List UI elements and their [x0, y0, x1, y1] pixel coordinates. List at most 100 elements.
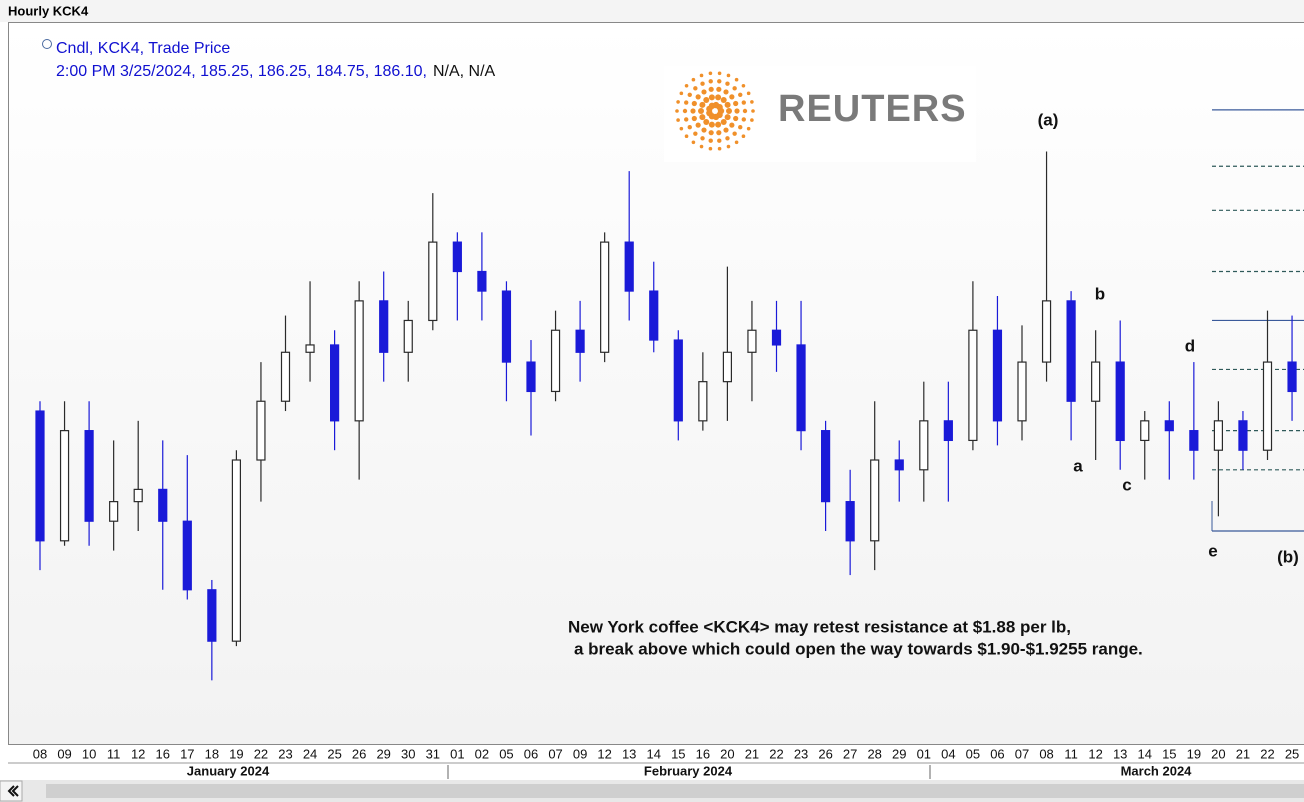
wave-label: a: [1073, 456, 1083, 475]
candle-body: [1213, 420, 1224, 451]
logo-dot: [691, 100, 697, 107]
candle-body: [231, 459, 241, 642]
logo-dot: [717, 79, 722, 84]
x-tick-label: 26: [818, 746, 832, 761]
logo-dot: [684, 100, 689, 105]
logo-dot: [684, 134, 689, 138]
candle-body: [600, 241, 610, 353]
legend-title: Cndl, KCK4, Trade Price: [56, 40, 230, 57]
wave-label: (b): [1277, 547, 1299, 566]
scroll-thumb[interactable]: [46, 784, 1304, 798]
logo-dot: [708, 79, 713, 84]
logo-dot: [725, 136, 730, 141]
x-tick-label: 19: [1187, 746, 1201, 761]
candle-body: [1091, 361, 1101, 402]
logo-dot: [725, 81, 730, 86]
candle-body: [84, 430, 94, 522]
logo-dot: [729, 122, 735, 128]
x-tick-label: 15: [671, 746, 685, 761]
logo-dot: [700, 136, 705, 141]
logo-mark: [675, 71, 755, 151]
caption: a break above which could open the way t…: [574, 639, 1143, 658]
logo-dot: [715, 121, 722, 128]
logo-dot: [708, 71, 713, 76]
logo-dot: [699, 114, 706, 121]
x-tick-label: 09: [57, 746, 71, 761]
candle-body: [109, 501, 119, 522]
logo-dot: [717, 138, 722, 143]
logo-dot: [699, 101, 706, 108]
logo-dot: [733, 115, 739, 122]
logo-dot: [741, 100, 746, 105]
scroll-left-button[interactable]: [0, 780, 23, 802]
x-tick-label: 31: [426, 746, 440, 761]
candle-body: [1041, 300, 1052, 363]
x-tick-label: 23: [278, 746, 292, 761]
logo-dot: [691, 77, 696, 82]
legend-values: 2:00 PM 3/25/2024, 185.25, 186.25, 184.7…: [56, 63, 427, 80]
title-bar: [0, 0, 1304, 22]
candle-body: [1017, 361, 1027, 422]
wave-label: c: [1122, 475, 1131, 494]
x-tick-label: 05: [499, 746, 513, 761]
window-title: Hourly KCK4: [8, 3, 89, 18]
logo-dot: [708, 146, 713, 151]
logo-dot: [691, 115, 697, 122]
logo-dot: [708, 86, 714, 92]
candle-body: [305, 344, 315, 353]
legend-na: N/A, N/A: [433, 63, 496, 80]
logo-dot: [690, 108, 696, 114]
logo-dot: [699, 73, 704, 78]
candle-body: [968, 329, 978, 442]
candle-body: [1189, 430, 1199, 451]
candle-body: [477, 270, 487, 292]
candle-body: [943, 420, 953, 442]
logo-dot: [741, 84, 746, 88]
candle-body: [428, 241, 438, 322]
logo-dot: [751, 109, 755, 113]
candle-body: [747, 329, 757, 353]
candle-body: [796, 344, 806, 432]
logo-dot: [693, 131, 698, 136]
x-tick-label: 25: [327, 746, 341, 761]
logo-dot: [715, 94, 722, 101]
plot-area: [8, 22, 1304, 745]
x-tick-label: 13: [1113, 746, 1127, 761]
legend-line: 2:00 PM 3/25/2024, 185.25, 186.25, 184.7…: [56, 63, 496, 80]
logo-dot: [738, 92, 743, 97]
candle-body: [1287, 361, 1297, 393]
logo-dot: [734, 77, 739, 82]
logo-text: REUTERS: [778, 88, 967, 130]
x-tick-label: 01: [917, 746, 931, 761]
x-tick-label: 08: [1039, 746, 1053, 761]
x-tick-label: 19: [229, 746, 243, 761]
candle-body: [59, 430, 70, 542]
candle-body: [919, 420, 929, 471]
x-tick-label: 22: [769, 746, 783, 761]
x-tick-label: 11: [107, 746, 121, 761]
logo-dot: [729, 94, 735, 100]
x-tick-label: 01: [450, 746, 464, 761]
candle-body: [698, 381, 708, 422]
logo-dot: [717, 71, 722, 76]
candle-body: [870, 459, 880, 542]
logo-dot: [676, 100, 680, 104]
x-tick-label: 11: [1064, 746, 1078, 761]
x-tick-label: 07: [1015, 746, 1029, 761]
candle-body: [624, 241, 634, 292]
wave-label: d: [1185, 336, 1195, 355]
logo-dot: [693, 86, 698, 91]
logo-dot: [684, 84, 689, 88]
candle-body: [379, 300, 389, 353]
wave-label: e: [1208, 541, 1217, 560]
candle-body: [256, 400, 266, 461]
x-tick-label: 14: [647, 746, 661, 761]
x-tick-label: 10: [82, 746, 96, 761]
candle-body: [575, 329, 585, 353]
logo-dot: [732, 86, 737, 91]
wave-label: (a): [1038, 110, 1059, 129]
candle-body: [845, 501, 855, 542]
x-tick-label: 12: [131, 746, 145, 761]
logo-dot: [684, 117, 689, 122]
